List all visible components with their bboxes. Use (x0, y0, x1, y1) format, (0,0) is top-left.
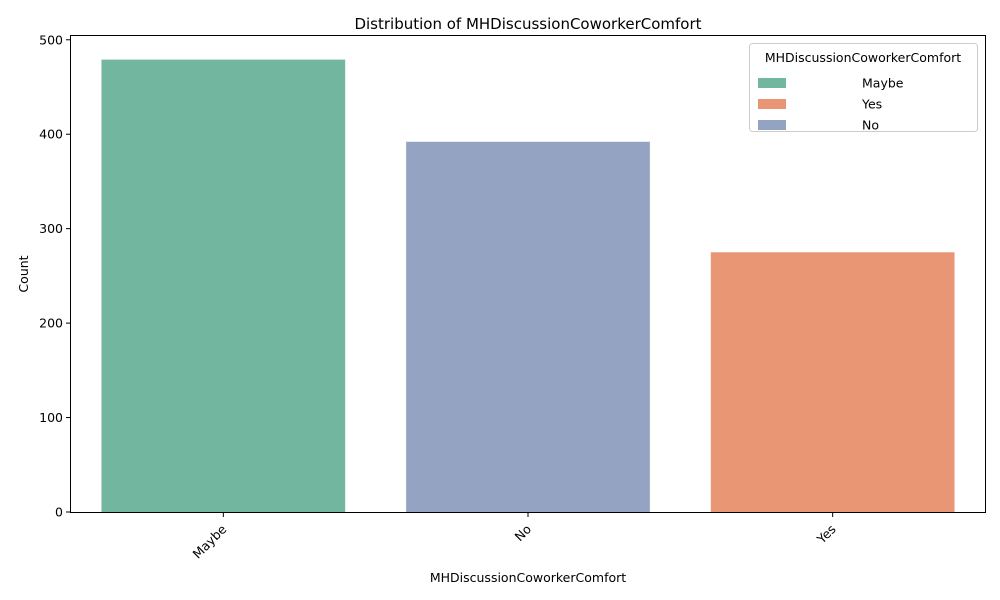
bar-yes (710, 252, 955, 512)
x-axis: Maybe No Yes (190, 512, 839, 561)
chart-title: Distribution of MHDiscussionCoworkerComf… (354, 15, 701, 33)
legend-label-yes: Yes (861, 97, 882, 112)
y-tick-label-500: 500 (39, 32, 63, 47)
legend: MHDiscussionCoworkerComfort Maybe Yes No (749, 43, 978, 133)
y-tick-label-300: 300 (39, 221, 63, 236)
bar-no (406, 141, 650, 512)
y-tick-label-200: 200 (39, 316, 63, 331)
legend-label-no: No (862, 118, 879, 133)
bar-maybe (101, 59, 346, 512)
y-tick-label-400: 400 (39, 127, 63, 142)
y-axis: 0 100 200 300 400 500 (39, 32, 71, 520)
legend-swatch-no (758, 120, 786, 130)
x-tick-label-maybe: Maybe (190, 521, 230, 561)
plot-frame (70, 35, 986, 513)
legend-box (749, 43, 978, 132)
legend-entries: Maybe Yes No (758, 76, 904, 133)
x-tick-label-no: No (511, 522, 534, 545)
x-axis-label: MHDiscussionCoworkerComfort (430, 570, 626, 585)
legend-swatch-yes (758, 99, 786, 109)
legend-label-maybe: Maybe (862, 76, 904, 91)
legend-swatch-maybe (758, 78, 786, 88)
bars-group (101, 59, 955, 512)
y-tick-label-0: 0 (55, 505, 63, 520)
legend-title: MHDiscussionCoworkerComfort (765, 50, 961, 65)
y-tick-label-100: 100 (39, 410, 63, 425)
x-tick-label-yes: Yes (813, 522, 839, 548)
y-axis-label: Count (16, 255, 31, 292)
